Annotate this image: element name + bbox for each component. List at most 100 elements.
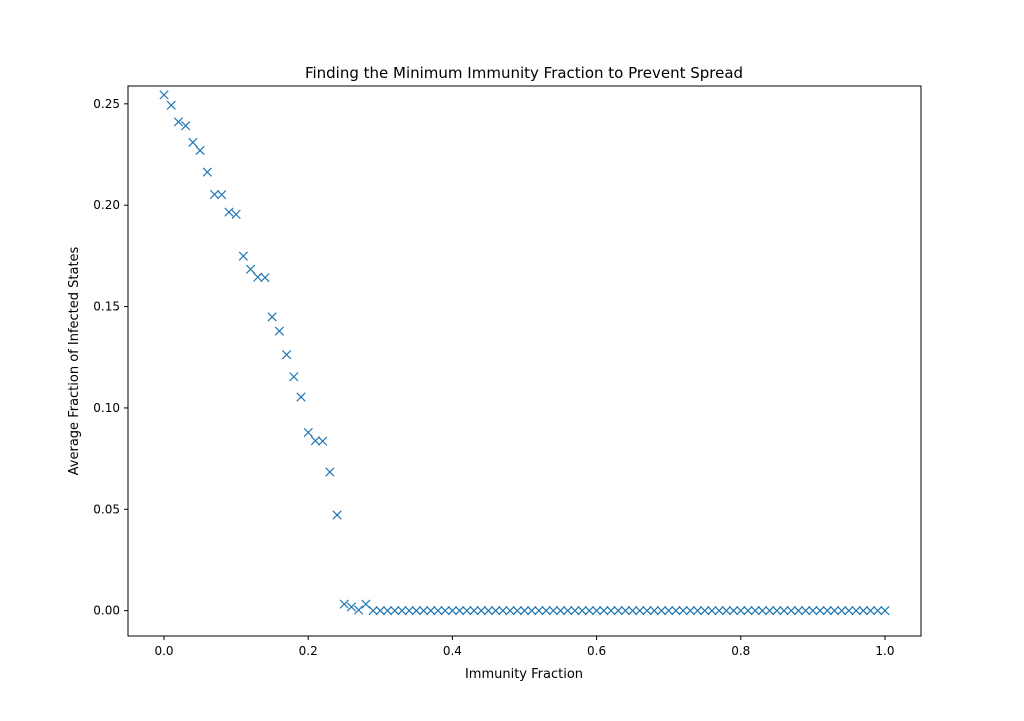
data-point (591, 606, 602, 616)
data-point (332, 510, 342, 520)
data-point (325, 467, 335, 477)
data-point (346, 602, 357, 612)
data-point (318, 436, 328, 446)
data-point (512, 606, 522, 616)
data-point (628, 606, 638, 616)
data-point (563, 606, 573, 616)
data-point (454, 606, 465, 616)
data-point (764, 606, 775, 616)
data-point (815, 606, 825, 616)
data-point (534, 606, 544, 616)
data-point (642, 606, 652, 616)
data-point (527, 606, 537, 616)
data-point (310, 436, 321, 446)
data-point (397, 606, 407, 616)
y-axis-label: Average Fraction of Infected States (67, 246, 82, 475)
data-point (274, 326, 285, 336)
data-point (181, 121, 191, 131)
y-tick-label: 0.10 (93, 401, 120, 415)
data-point (433, 606, 443, 616)
data-point (281, 349, 292, 360)
data-point (714, 606, 724, 616)
data-point (555, 606, 566, 616)
data-point (491, 606, 501, 616)
data-point (801, 606, 811, 616)
data-point (736, 606, 746, 616)
data-point (613, 606, 623, 616)
data-point (844, 606, 854, 616)
x-tick-label: 0.6 (587, 644, 606, 658)
data-point (678, 606, 688, 616)
data-point (166, 100, 176, 110)
data-point (880, 606, 890, 616)
data-point (354, 605, 364, 615)
data-point (851, 606, 861, 616)
x-axis-ticks: 0.0 0.2 0.4 0.6 0.8 1.0 (154, 636, 895, 658)
data-point (368, 606, 378, 616)
data-point (570, 606, 580, 616)
x-tick-label: 0.4 (443, 644, 462, 658)
data-point (541, 606, 551, 616)
data-point (469, 606, 479, 616)
data-point (721, 606, 731, 616)
data-point (656, 606, 667, 616)
data-point (664, 606, 674, 616)
data-point (476, 606, 486, 616)
data-point (865, 606, 876, 616)
x-axis-label: Immunity Fraction (465, 667, 583, 682)
x-tick-label: 1.0 (875, 644, 894, 658)
data-point (743, 606, 753, 616)
data-point (440, 606, 450, 616)
data-point (173, 117, 184, 127)
data-point (584, 606, 595, 616)
data-point (548, 606, 558, 616)
data-point (426, 606, 436, 616)
data-point (757, 606, 768, 616)
data-point (289, 372, 299, 382)
data-point (577, 606, 587, 616)
x-tick-label: 0.8 (731, 644, 750, 658)
data-point (390, 606, 400, 616)
data-point (202, 167, 212, 177)
data-point (245, 264, 256, 274)
data-point (303, 427, 313, 438)
y-tick-label: 0.00 (93, 604, 120, 618)
data-point (418, 606, 429, 616)
data-point (462, 606, 472, 616)
data-point (375, 606, 385, 616)
data-point (685, 606, 695, 616)
data-point (779, 606, 789, 616)
plot-frame (127, 85, 922, 637)
data-point (195, 145, 205, 156)
data-point (188, 137, 198, 147)
data-point (217, 190, 227, 200)
data-point (260, 272, 270, 283)
data-point (339, 599, 349, 609)
data-point (606, 606, 616, 616)
data-point (786, 606, 796, 616)
data-point (635, 606, 645, 616)
data-point (447, 606, 458, 616)
data-point (296, 392, 306, 402)
data-point (238, 251, 248, 261)
y-tick-label: 0.25 (93, 97, 120, 111)
data-point (159, 90, 169, 100)
x-tick-label: 0.0 (154, 644, 173, 658)
data-point (209, 189, 220, 200)
x-tick-label: 0.2 (299, 644, 318, 658)
data-point (649, 606, 659, 616)
data-point (873, 606, 883, 616)
data-point (498, 606, 508, 616)
data-point (411, 606, 421, 616)
data-point (858, 606, 868, 616)
data-point (671, 606, 681, 616)
data-point (808, 606, 818, 616)
data-point (483, 606, 494, 616)
data-point (404, 606, 414, 616)
y-tick-label: 0.05 (93, 502, 120, 516)
y-tick-label: 0.20 (93, 198, 120, 212)
chart-title: Finding the Minimum Immunity Fraction to… (305, 64, 743, 82)
